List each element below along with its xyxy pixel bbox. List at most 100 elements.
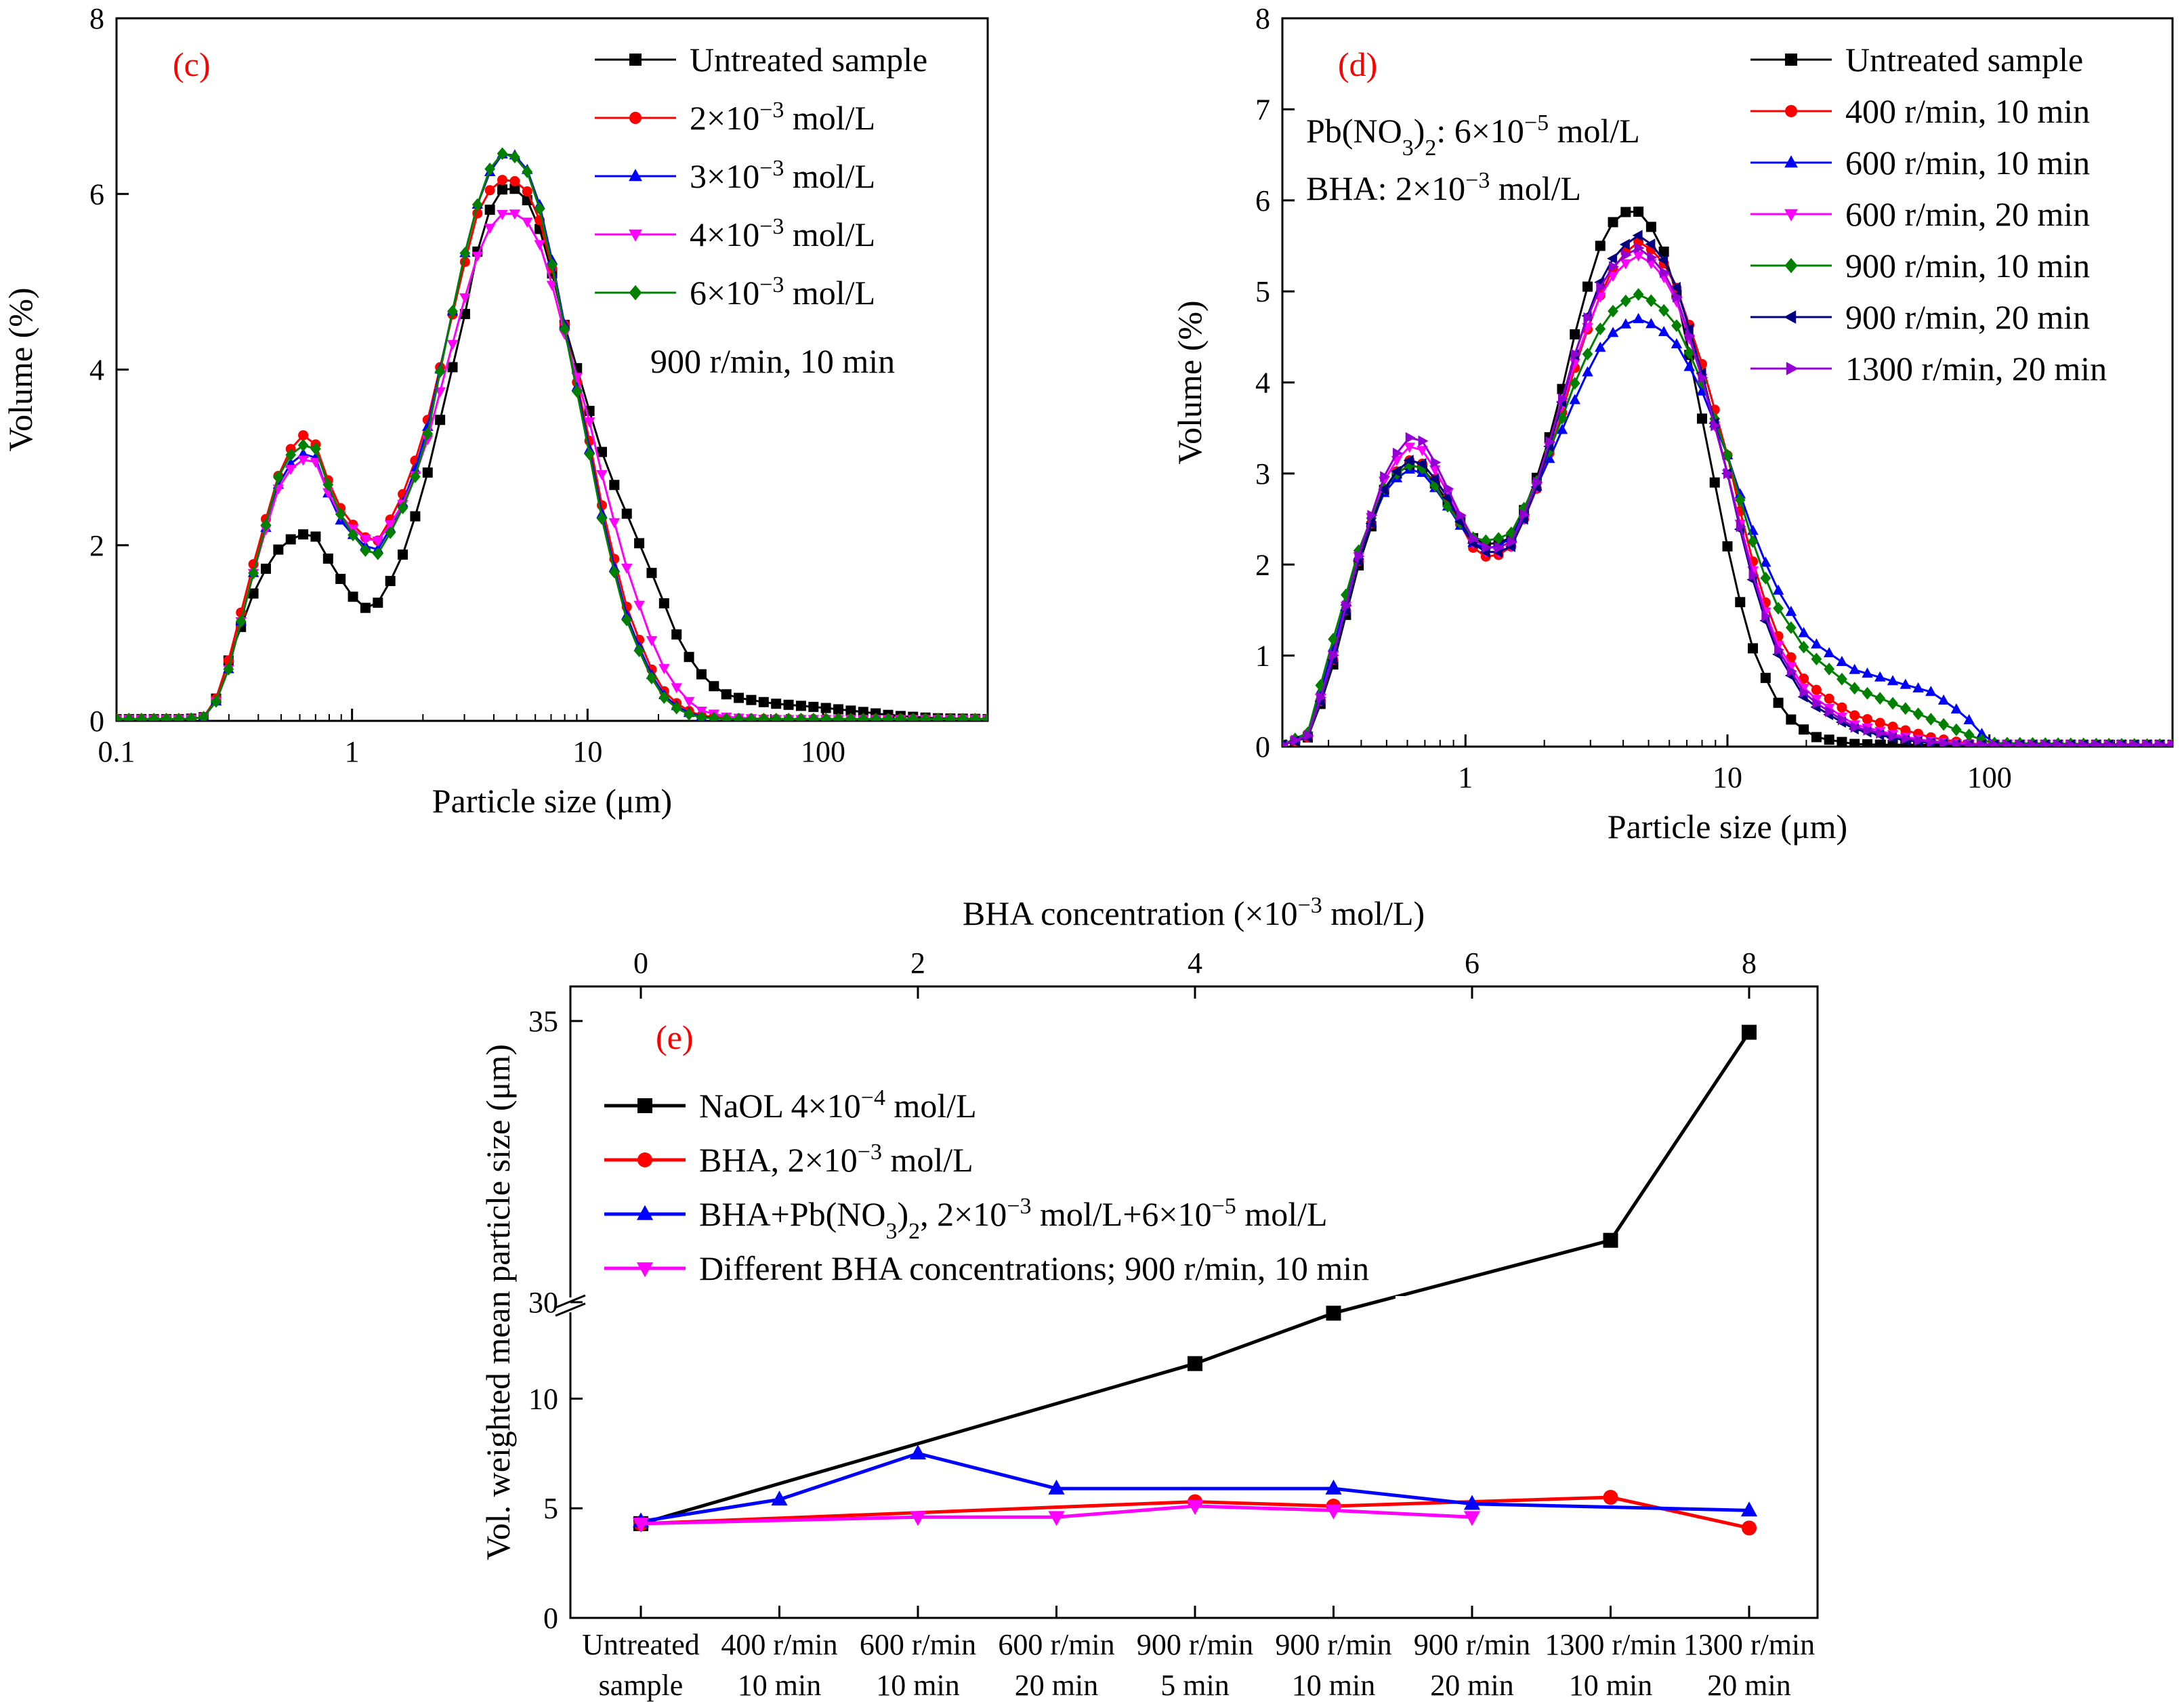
annotation-conditions-part: 2 [1425, 136, 1436, 161]
data-point [895, 713, 906, 721]
data-point [1772, 584, 1784, 595]
annotation-conditions: Pb(NO3)2: 6×10−5 mol/L [1306, 110, 1640, 161]
legend-label-part: mol/L [885, 1087, 977, 1125]
data-point [2079, 739, 2090, 747]
data-point [632, 1518, 650, 1533]
data-point [1722, 449, 1733, 462]
data-point [1824, 734, 1834, 745]
data-point [1444, 482, 1454, 495]
data-point [2092, 739, 2103, 747]
data-point [909, 1444, 927, 1460]
top-x-tick-label: 0 [633, 946, 648, 980]
legend-label-part: mol/L [882, 1141, 973, 1179]
data-point [621, 613, 633, 627]
data-point [1811, 732, 1822, 743]
data-point [571, 385, 583, 398]
data-point [1696, 413, 1707, 424]
data-point [1990, 739, 2001, 747]
data-point [397, 501, 408, 514]
data-point [509, 209, 521, 220]
legend-label-part: mol/L [1236, 1195, 1328, 1233]
data-point [1482, 541, 1492, 554]
data-point [348, 528, 358, 541]
data-point [1747, 535, 1759, 548]
data-point [1545, 436, 1556, 448]
data-point [1633, 251, 1644, 262]
data-point [1761, 610, 1772, 622]
data-point [1607, 253, 1618, 264]
data-point [2117, 739, 2128, 747]
x-category-label: 900 r/min [1414, 1628, 1530, 1661]
data-point [1341, 600, 1352, 612]
annotation-conditions-part: : 6×10 [1436, 112, 1524, 150]
data-point [982, 713, 988, 721]
data-point [1658, 326, 1670, 337]
data-point [1862, 739, 1872, 747]
top-x-axis-label-part: mol/L) [1322, 894, 1425, 932]
data-point [1735, 597, 1746, 608]
data-point [1463, 1495, 1481, 1510]
data-point [771, 699, 782, 709]
data-point [596, 446, 607, 457]
data-point [1326, 1306, 1341, 1321]
data-point [758, 696, 769, 707]
data-point [1748, 569, 1759, 581]
legend-label: 3×10−3 mol/L [690, 156, 875, 196]
x-category-label: 600 r/min [860, 1628, 976, 1661]
data-point [484, 224, 496, 234]
data-point [1925, 686, 1937, 696]
data-point [1645, 294, 1657, 308]
data-point [1799, 673, 1809, 684]
legend-label-part: −3 [759, 214, 784, 239]
data-point [1683, 323, 1694, 335]
data-point [534, 240, 545, 251]
data-point [1683, 360, 1695, 371]
data-point [721, 712, 732, 721]
x-category-label: 20 min [1707, 1669, 1790, 1702]
data-point [285, 465, 297, 476]
data-point [684, 707, 694, 721]
data-point [1416, 458, 1427, 470]
data-point [1748, 643, 1759, 654]
y-tick-label: 6 [89, 178, 104, 211]
data-point [1608, 304, 1618, 318]
data-point [1325, 1479, 1342, 1495]
top-x-axis-label: BHA concentration (×10−3 mol/L) [963, 893, 1425, 933]
data-point [1887, 696, 1898, 710]
data-point [1711, 419, 1721, 432]
data-point [1874, 739, 1885, 747]
data-point [646, 671, 657, 685]
y-tick-label: 2 [89, 529, 104, 562]
legend-label-part: Different BHA concentrations; 900 r/min,… [699, 1249, 1369, 1287]
x-category-label: 10 min [1569, 1669, 1652, 1702]
legend-marker [629, 285, 642, 301]
data-point [186, 712, 197, 721]
data-point [2002, 739, 2013, 747]
legend-label: 400 r/min, 10 min [1845, 92, 2090, 130]
legend-label-part: 2 [908, 1219, 920, 1244]
data-point [1596, 281, 1607, 293]
data-point [2041, 739, 2052, 747]
data-point [522, 186, 532, 197]
legend-label-part: 900 r/min, 20 min [1845, 298, 2090, 336]
data-point [1658, 254, 1669, 266]
data-point [1595, 322, 1606, 335]
data-point [708, 711, 719, 721]
x-tick-label: 10 [1713, 761, 1742, 794]
data-point [422, 435, 434, 446]
data-point [907, 713, 919, 721]
data-point [746, 713, 757, 721]
data-point [1823, 647, 1835, 658]
annotation-conditions-part: 3 [1402, 136, 1414, 161]
data-point [945, 713, 956, 721]
data-point [1963, 713, 1975, 724]
data-point [260, 563, 271, 574]
data-point [633, 644, 645, 658]
data-point [446, 339, 459, 350]
data-point [2143, 739, 2154, 747]
data-point [559, 322, 570, 336]
data-point [1595, 241, 1606, 251]
data-point [1837, 736, 1847, 747]
data-point [658, 691, 670, 704]
data-point [1939, 737, 1950, 747]
